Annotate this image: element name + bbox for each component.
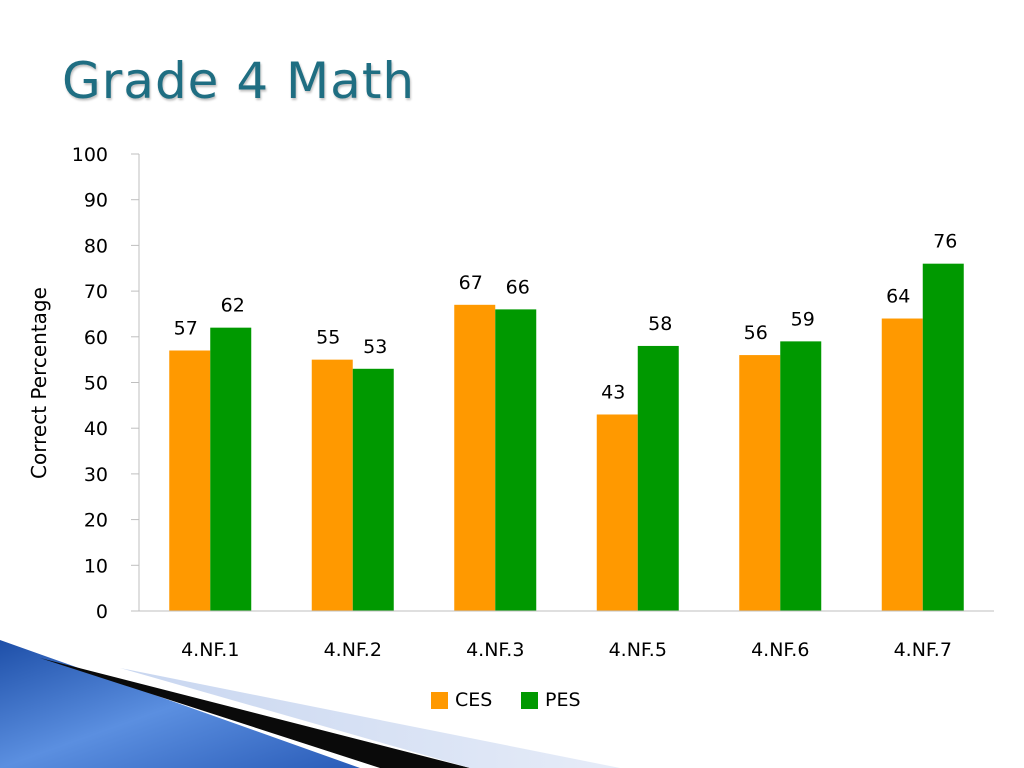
data-labels: 57 62 55 53 67 66 43 58 56 59 64 76 bbox=[174, 231, 958, 404]
y-tick-label: 40 bbox=[84, 418, 108, 440]
data-label: 62 bbox=[221, 295, 245, 317]
y-tick-label: 20 bbox=[84, 510, 108, 532]
category-label: 4.NF.6 bbox=[751, 639, 809, 661]
slide-title: Grade 4 Math bbox=[62, 52, 416, 110]
data-label: 76 bbox=[933, 231, 957, 253]
y-tick-label: 80 bbox=[84, 235, 108, 257]
data-label: 43 bbox=[601, 381, 625, 403]
legend-label: PES bbox=[545, 689, 581, 711]
y-axis-label: Correct Percentage bbox=[27, 287, 51, 479]
y-tick-label: 90 bbox=[84, 190, 108, 212]
bar-pes bbox=[922, 263, 964, 611]
y-tick-label: 100 bbox=[72, 144, 108, 166]
data-label: 66 bbox=[506, 276, 530, 298]
category-label: 4.NF.1 bbox=[181, 639, 239, 661]
y-tick-label: 50 bbox=[84, 373, 108, 395]
data-label: 59 bbox=[791, 308, 815, 330]
y-tick-label: 60 bbox=[84, 327, 108, 349]
bar-ces bbox=[596, 414, 638, 611]
y-tick-label: 0 bbox=[96, 601, 108, 623]
legend-swatch-pes bbox=[521, 692, 538, 709]
bar-ces bbox=[169, 350, 211, 611]
y-tick-label: 30 bbox=[84, 464, 108, 486]
data-label: 58 bbox=[648, 313, 672, 335]
data-label: 57 bbox=[174, 318, 198, 340]
category-labels: 4.NF.1 4.NF.2 4.NF.3 4.NF.5 4.NF.6 4.NF.7 bbox=[181, 639, 952, 661]
bar-pes bbox=[495, 309, 537, 611]
legend-label: CES bbox=[455, 689, 492, 711]
bar-pes bbox=[637, 345, 679, 611]
legend-swatch-ces bbox=[431, 692, 448, 709]
bar-pes bbox=[210, 327, 252, 611]
y-tick-label: 70 bbox=[84, 281, 108, 303]
category-label: 4.NF.5 bbox=[609, 639, 667, 661]
data-label: 67 bbox=[459, 272, 483, 294]
y-axis-title-group: Correct Percentage bbox=[27, 287, 51, 479]
corner-decoration bbox=[0, 640, 620, 768]
bar-ces bbox=[454, 304, 496, 611]
bar-pes bbox=[780, 341, 822, 611]
data-label: 55 bbox=[316, 327, 340, 349]
bars bbox=[169, 263, 964, 611]
bar-ces bbox=[881, 318, 923, 611]
bar-pes bbox=[352, 368, 394, 611]
category-label: 4.NF.3 bbox=[466, 639, 524, 661]
bar-ces bbox=[311, 359, 353, 611]
bar-ces bbox=[739, 355, 781, 611]
axes bbox=[131, 154, 994, 612]
category-label: 4.NF.7 bbox=[894, 639, 952, 661]
data-label: 64 bbox=[886, 286, 910, 308]
data-label: 53 bbox=[363, 336, 387, 358]
y-axis-ticks: 0 10 20 30 40 50 60 70 80 90 100 bbox=[72, 144, 139, 623]
legend: CES PES bbox=[431, 689, 581, 711]
y-tick-label: 10 bbox=[84, 555, 108, 577]
data-label: 56 bbox=[744, 322, 768, 344]
category-label: 4.NF.2 bbox=[324, 639, 382, 661]
